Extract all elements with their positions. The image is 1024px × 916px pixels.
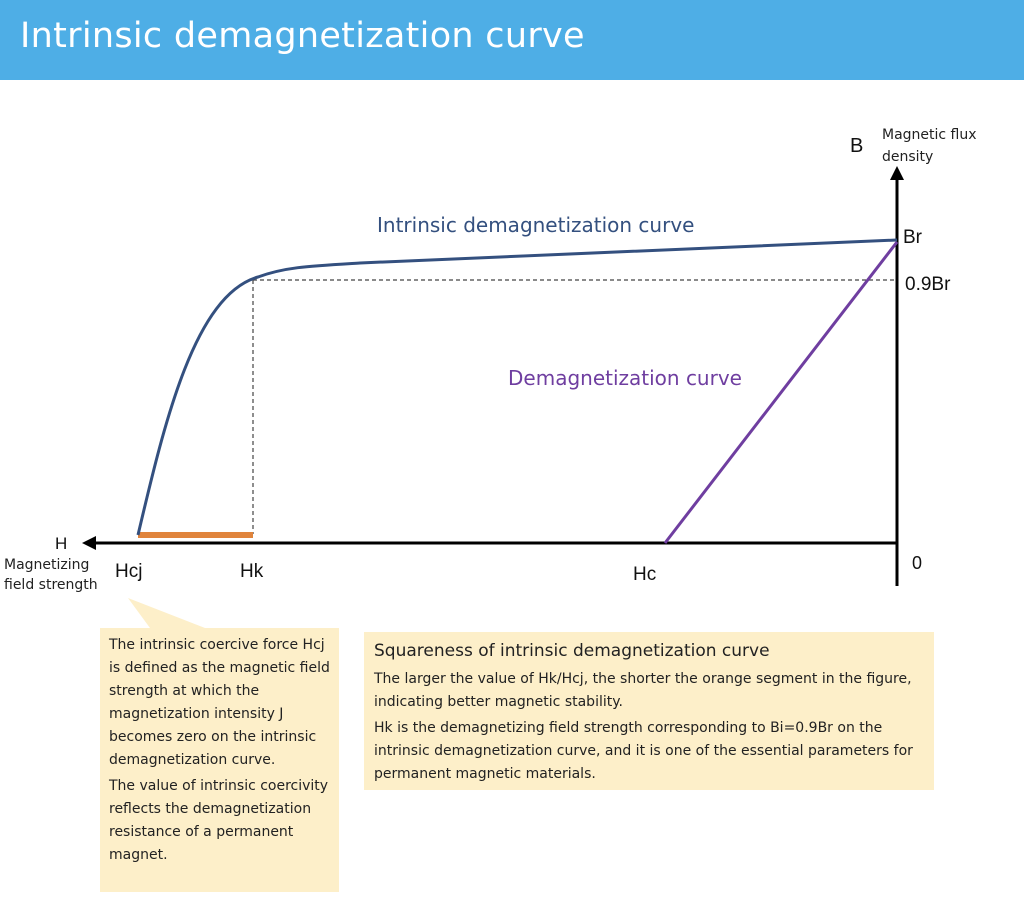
demag-curve-label: Demagnetization curve xyxy=(508,366,742,390)
squareness-note: Squareness of intrinsic demagnetization … xyxy=(364,632,934,790)
h-label-2: field strength xyxy=(4,577,98,593)
b-axis-arrow-icon xyxy=(890,166,904,180)
09br-label: 0.9Br xyxy=(905,274,951,295)
hc-label: Hc xyxy=(633,564,656,585)
origin-label: 0 xyxy=(912,553,922,573)
demagnetization-curve xyxy=(663,241,899,544)
note-paragraph: Hk is the demagnetizing field strength c… xyxy=(374,720,913,782)
title-banner: Intrinsic demagnetization curve xyxy=(0,0,1024,80)
b-symbol: B xyxy=(850,135,863,157)
hk-label: Hk xyxy=(240,561,264,582)
h-label-1: Magnetizing xyxy=(4,557,89,573)
intrinsic-curve xyxy=(136,238,898,536)
note-paragraph: The intrinsic coercive force Hcj is defi… xyxy=(109,637,330,768)
h-axis-arrow-icon xyxy=(82,536,96,550)
hcj-explanation-note: The intrinsic coercive force Hcj is defi… xyxy=(100,628,339,892)
note-paragraph: The larger the value of Hk/Hcj, the shor… xyxy=(374,671,912,710)
note-pointer xyxy=(128,598,205,628)
intrinsic-curve-label: Intrinsic demagnetization curve xyxy=(377,213,694,237)
note-title: Squareness of intrinsic demagnetization … xyxy=(374,641,770,661)
b-label-2: density xyxy=(882,149,933,165)
br-label: Br xyxy=(903,227,923,248)
hcj-label: Hcj xyxy=(115,561,142,582)
h-symbol: H xyxy=(55,534,67,553)
page-title: Intrinsic demagnetization curve xyxy=(20,16,585,56)
note-paragraph: The value of intrinsic coercivity reflec… xyxy=(109,778,329,863)
b-label-1: Magnetic flux xyxy=(882,127,977,143)
